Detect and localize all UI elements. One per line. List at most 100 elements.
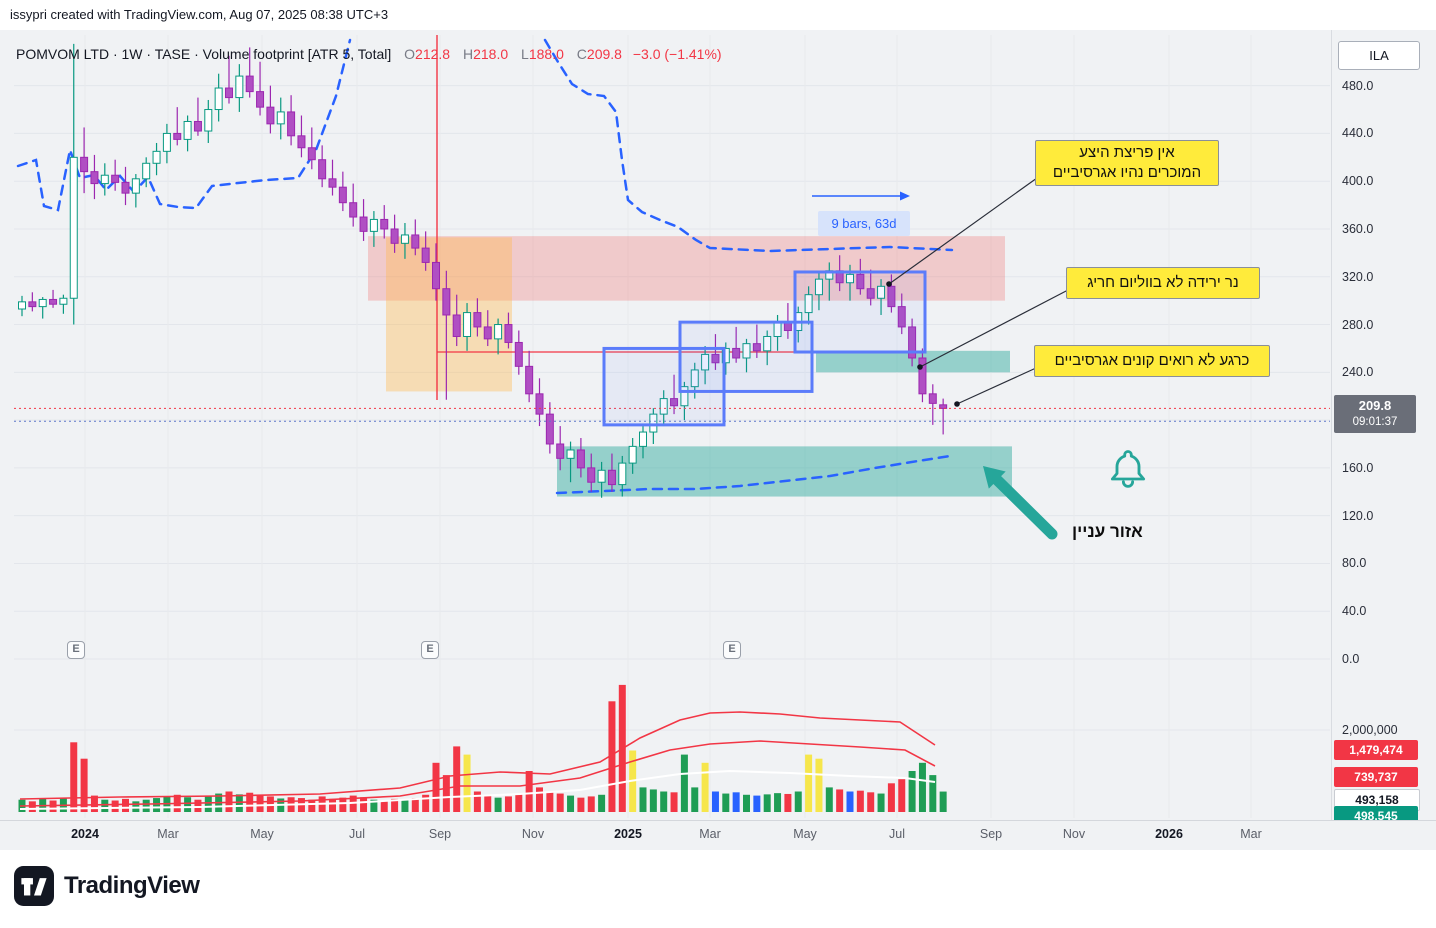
candle	[628, 445, 637, 464]
candle	[928, 393, 937, 404]
volume-bar	[453, 746, 461, 812]
tradingview-logo-icon	[14, 866, 54, 906]
candle	[887, 285, 896, 308]
callout-annotation[interactable]: כרגע לא רואים קונים אגרסיביים	[1034, 345, 1270, 377]
volume-bar	[132, 801, 140, 812]
candle	[359, 216, 368, 232]
candle	[908, 326, 917, 359]
callout-annotation[interactable]: נר ירידה לא בווליום חריג	[1066, 267, 1260, 299]
candle	[287, 111, 296, 137]
time-axis-label: May	[793, 827, 817, 841]
volume-bar	[504, 796, 512, 812]
candle	[131, 178, 140, 194]
volume-bar	[473, 791, 481, 812]
time-axis-label: Mar	[157, 827, 179, 841]
volume-bar	[401, 799, 409, 812]
candle	[576, 449, 585, 469]
candle	[380, 218, 389, 230]
volume-bar	[680, 754, 688, 812]
candle	[400, 234, 409, 244]
earnings-marker[interactable]: E	[67, 641, 85, 659]
volume-bar	[763, 794, 771, 812]
bar-countdown: 09:01:37	[1352, 416, 1398, 428]
symbol-title[interactable]: POMVOM LTD · 1W · TASE · Volume footprin…	[16, 46, 392, 62]
price-tick-label: 0.0	[1342, 652, 1360, 666]
dashed-trend-line[interactable]	[555, 454, 952, 495]
volume-bar	[90, 795, 98, 812]
volume-bar	[836, 789, 844, 812]
volume-bar	[867, 792, 875, 812]
candle	[152, 150, 161, 164]
candle	[297, 135, 306, 149]
callout-text: המוכרים נהיו אגרסיביים	[1052, 164, 1202, 181]
measure-label[interactable]: 9 bars, 63d	[818, 211, 910, 236]
volume-bar	[70, 742, 78, 812]
time-axis-label: Sep	[979, 827, 1003, 841]
candle	[318, 159, 327, 180]
volume-bar	[184, 797, 192, 812]
volume-bar	[536, 787, 543, 812]
callout-text: נר ירידה לא בווליום חריג	[1087, 274, 1239, 291]
callout-pointer-line	[956, 367, 1037, 405]
attribution-text: issypri created with TradingView.com, Au…	[10, 7, 389, 22]
rectangle-drawing[interactable]	[602, 346, 726, 427]
callout-pointer-dot	[917, 364, 923, 370]
candle	[121, 181, 130, 194]
open-label: O	[404, 46, 416, 62]
volume-bar	[649, 789, 657, 812]
volume-bar	[743, 794, 750, 812]
volume-bar	[329, 798, 336, 812]
candle	[618, 462, 627, 486]
volume-bar	[577, 797, 585, 812]
time-axis[interactable]	[0, 820, 1436, 850]
volume-bar	[442, 775, 450, 812]
volume-bar	[918, 762, 926, 812]
candle	[473, 312, 482, 328]
price-tick-label: 360.0	[1342, 221, 1374, 236]
volume-bar	[691, 787, 699, 812]
volume-bar	[391, 798, 399, 812]
change-value: −3.0 (−1.41%)	[632, 46, 722, 62]
last-price-badge: 209.8 09:01:37	[1334, 395, 1416, 433]
volume-bar	[411, 798, 419, 812]
low-label: L	[521, 46, 529, 62]
volume-bar	[422, 794, 430, 812]
candle	[276, 111, 285, 125]
currency-label: ILA	[1369, 48, 1389, 63]
interest-arrow-shaft[interactable]	[991, 474, 1058, 540]
tradingview-logo[interactable]: TradingView	[14, 866, 200, 906]
volume-bar	[887, 783, 895, 812]
dashed-trend-line[interactable]	[543, 38, 954, 253]
candle	[545, 413, 554, 445]
candle	[214, 87, 223, 111]
last-price-value: 209.8	[1358, 398, 1392, 413]
volume-bar	[846, 791, 854, 812]
volume-bar	[204, 795, 212, 812]
absorption-zone[interactable]	[816, 350, 1010, 373]
volume-bar	[908, 771, 916, 812]
volume-bar	[898, 779, 906, 812]
earnings-marker[interactable]: E	[421, 641, 439, 659]
candle	[690, 369, 699, 388]
rectangle-drawing[interactable]	[678, 320, 814, 393]
rectangle-drawing[interactable]	[793, 270, 927, 354]
candle	[866, 288, 875, 299]
candle	[846, 273, 854, 284]
volume-bar	[432, 762, 440, 812]
candle	[307, 147, 316, 161]
volume-bar	[877, 793, 885, 812]
candle	[597, 469, 606, 483]
price-tick-label: 320.0	[1342, 269, 1374, 284]
candle	[235, 75, 244, 99]
callout-annotation[interactable]: אין פריצת היצע המוכרים נהיו אגרסיביים	[1035, 140, 1219, 186]
currency-box[interactable]: ILA	[1338, 41, 1420, 70]
earnings-marker[interactable]: E	[723, 641, 741, 659]
candle	[763, 335, 772, 352]
volume-ma-line	[19, 740, 936, 807]
candle	[514, 341, 523, 367]
interest-area-label[interactable]: אזור עניין	[1072, 522, 1143, 541]
price-tick-label: 400.0	[1342, 174, 1374, 189]
volume-bar	[370, 799, 378, 812]
